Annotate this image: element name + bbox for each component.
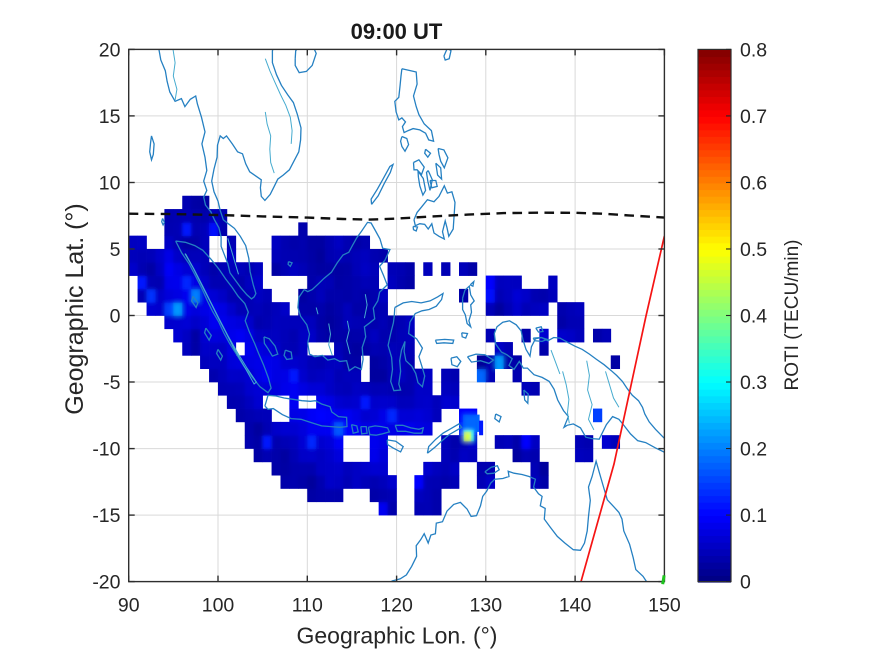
svg-text:110: 110 bbox=[292, 595, 323, 617]
svg-text:0.6: 0.6 bbox=[740, 173, 767, 195]
svg-text:130: 130 bbox=[470, 595, 503, 617]
svg-text:0.1: 0.1 bbox=[740, 505, 767, 527]
svg-text:0.8: 0.8 bbox=[740, 39, 767, 61]
svg-text:100: 100 bbox=[202, 595, 235, 617]
svg-text:10: 10 bbox=[99, 173, 121, 195]
svg-text:120: 120 bbox=[380, 595, 413, 617]
svg-text:ROTI (TECU/min): ROTI (TECU/min) bbox=[782, 240, 803, 391]
svg-text:0: 0 bbox=[110, 306, 121, 328]
svg-text:150: 150 bbox=[648, 595, 681, 617]
svg-text:-10: -10 bbox=[92, 439, 120, 461]
svg-text:0.4: 0.4 bbox=[740, 306, 767, 328]
svg-text:-15: -15 bbox=[92, 505, 120, 527]
svg-text:Geographic Lon. (°): Geographic Lon. (°) bbox=[297, 623, 498, 649]
svg-text:0.2: 0.2 bbox=[740, 439, 767, 461]
svg-text:15: 15 bbox=[99, 106, 121, 128]
svg-text:09:00 UT: 09:00 UT bbox=[351, 19, 443, 44]
svg-text:20: 20 bbox=[99, 39, 121, 61]
svg-text:0: 0 bbox=[740, 572, 751, 594]
svg-text:140: 140 bbox=[559, 595, 592, 617]
svg-text:0.5: 0.5 bbox=[740, 239, 767, 261]
svg-text:0.3: 0.3 bbox=[740, 372, 767, 394]
svg-text:-5: -5 bbox=[103, 372, 120, 394]
svg-text:Geographic Lat. (°): Geographic Lat. (°) bbox=[61, 203, 89, 415]
svg-text:90: 90 bbox=[118, 595, 140, 617]
svg-text:0.7: 0.7 bbox=[740, 106, 767, 128]
svg-text:-20: -20 bbox=[92, 572, 120, 594]
svg-text:5: 5 bbox=[110, 239, 121, 261]
